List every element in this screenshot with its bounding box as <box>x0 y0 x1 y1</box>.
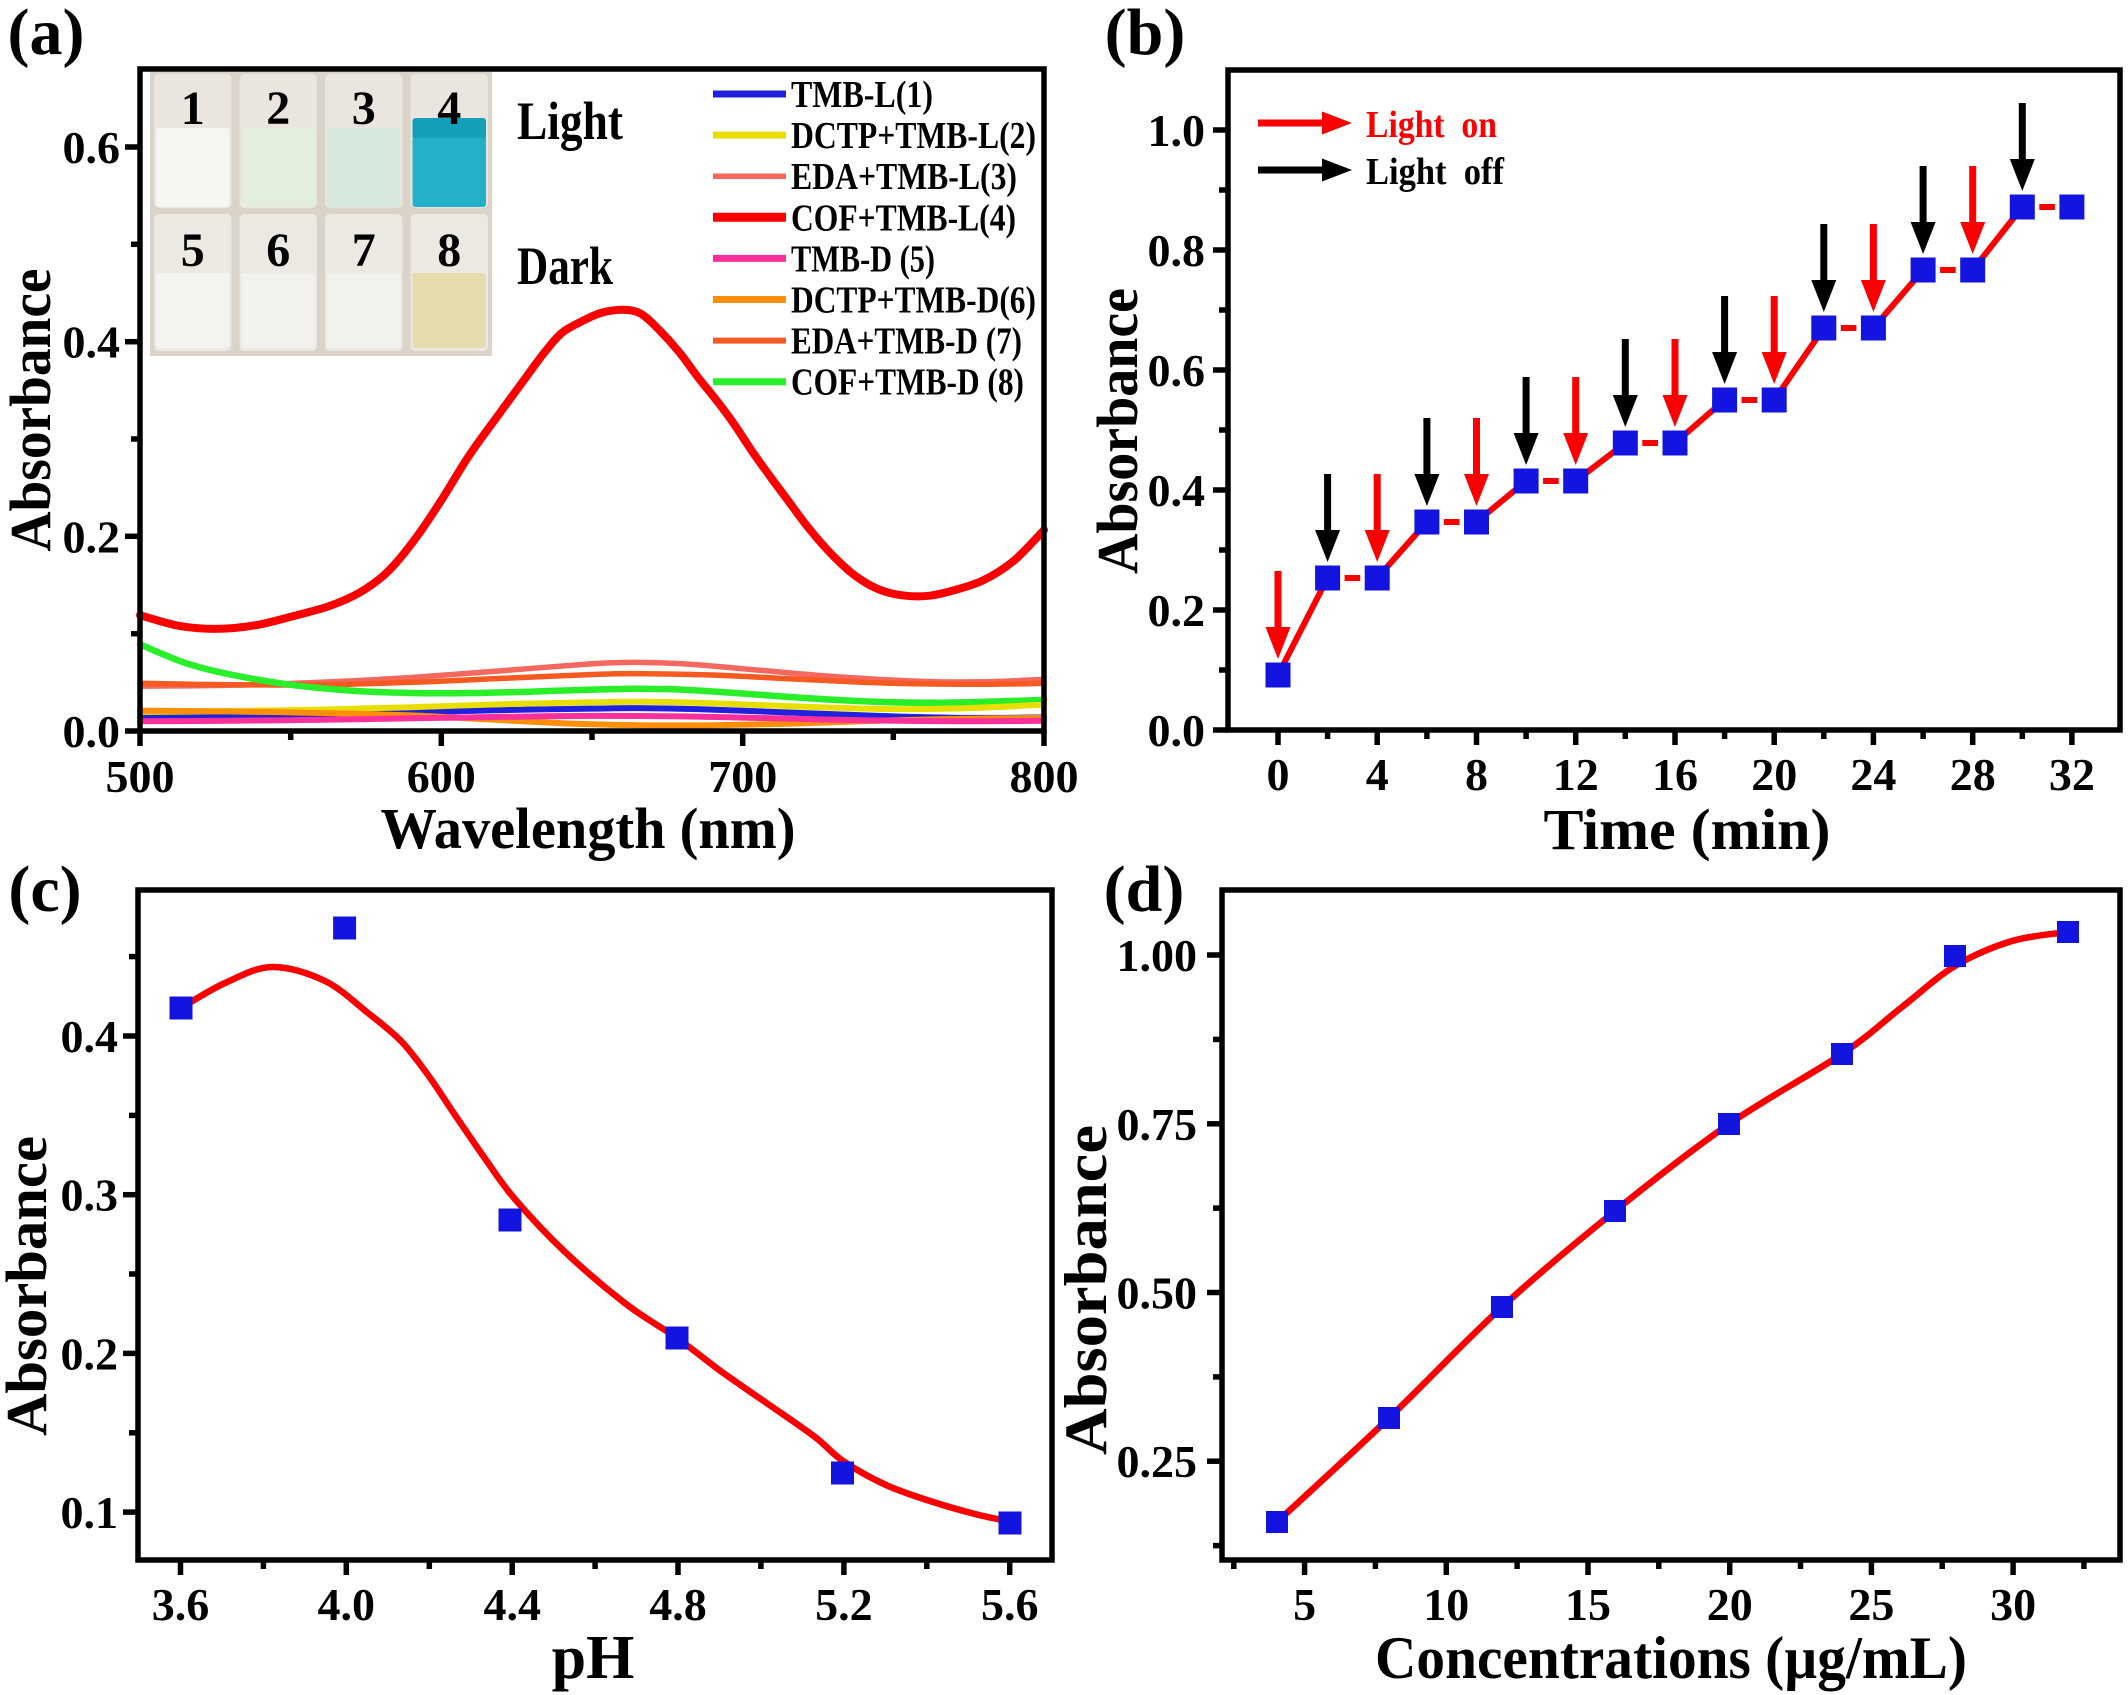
svg-text:Wavelength (nm): Wavelength (nm) <box>381 796 796 861</box>
svg-text:700: 700 <box>708 751 777 802</box>
svg-text:8: 8 <box>1465 749 1488 800</box>
svg-text:500: 500 <box>106 751 175 802</box>
svg-text:5: 5 <box>1293 1579 1316 1630</box>
svg-text:0.6: 0.6 <box>1148 345 1206 396</box>
svg-text:0.25: 0.25 <box>1117 1436 1198 1487</box>
svg-text:0.4: 0.4 <box>1148 465 1206 516</box>
svg-text:Dark: Dark <box>517 236 613 296</box>
svg-text:COF+TMB-L(4): COF+TMB-L(4) <box>791 197 1016 239</box>
svg-text:32: 32 <box>2049 749 2095 800</box>
svg-text:0.3: 0.3 <box>61 1170 119 1221</box>
svg-text:1.0: 1.0 <box>1148 105 1206 156</box>
svg-text:0.2: 0.2 <box>61 1328 119 1379</box>
svg-text:0.2: 0.2 <box>1148 585 1206 636</box>
svg-text:20: 20 <box>1707 1579 1753 1630</box>
svg-text:DCTP+TMB-L(2): DCTP+TMB-L(2) <box>791 115 1036 157</box>
svg-text:0.1: 0.1 <box>61 1487 119 1538</box>
svg-text:0.4: 0.4 <box>61 1011 119 1062</box>
svg-text:Absorbance: Absorbance <box>1085 288 1150 574</box>
svg-text:4: 4 <box>437 82 461 135</box>
svg-text:20: 20 <box>1751 749 1797 800</box>
svg-text:12: 12 <box>1553 749 1599 800</box>
svg-text:0.6: 0.6 <box>63 122 121 173</box>
svg-text:3: 3 <box>352 82 376 135</box>
svg-text:Concentrations (µg/mL): Concentrations (µg/mL) <box>1375 1625 1967 1691</box>
svg-text:600: 600 <box>407 751 476 802</box>
svg-text:3.6: 3.6 <box>152 1579 210 1630</box>
svg-text:5: 5 <box>181 224 205 277</box>
svg-text:EDA+TMB-D (7): EDA+TMB-D (7) <box>791 321 1022 363</box>
svg-text:EDA+TMB-L(3): EDA+TMB-L(3) <box>791 156 1017 198</box>
svg-text:TMB-L(1): TMB-L(1) <box>791 74 933 116</box>
svg-text:0.75: 0.75 <box>1117 1099 1198 1150</box>
svg-text:Light: Light <box>517 91 623 151</box>
svg-text:DCTP+TMB-D(6): DCTP+TMB-D(6) <box>791 280 1036 322</box>
svg-text:(a): (a) <box>8 0 85 69</box>
svg-text:28: 28 <box>1950 749 1996 800</box>
svg-text:30: 30 <box>1990 1579 2036 1630</box>
svg-text:4: 4 <box>1366 749 1389 800</box>
svg-text:(b): (b) <box>1105 0 1186 69</box>
svg-text:24: 24 <box>1850 749 1896 800</box>
svg-text:0.50: 0.50 <box>1117 1268 1198 1319</box>
svg-text:Time (min): Time (min) <box>1544 797 1831 862</box>
svg-text:COF+TMB-D (8): COF+TMB-D (8) <box>791 362 1024 404</box>
svg-text:0: 0 <box>1267 749 1290 800</box>
svg-text:Absorbance: Absorbance <box>0 1136 59 1436</box>
svg-text:15: 15 <box>1565 1579 1611 1630</box>
svg-text:Light on: Light on <box>1366 104 1497 146</box>
svg-text:7: 7 <box>352 224 376 277</box>
svg-text:0.8: 0.8 <box>1148 225 1206 276</box>
svg-text:5.2: 5.2 <box>815 1579 873 1630</box>
svg-text:800: 800 <box>1010 751 1079 802</box>
svg-text:0.0: 0.0 <box>63 706 121 757</box>
svg-text:4.8: 4.8 <box>649 1579 707 1630</box>
svg-text:Absorbance: Absorbance <box>1053 1125 1119 1455</box>
svg-text:4.4: 4.4 <box>483 1579 541 1630</box>
svg-text:10: 10 <box>1423 1579 1469 1630</box>
svg-text:4.0: 4.0 <box>318 1579 376 1630</box>
svg-text:0.0: 0.0 <box>1148 705 1206 756</box>
svg-text:0.2: 0.2 <box>63 511 121 562</box>
svg-text:1: 1 <box>181 82 205 135</box>
svg-text:0.4: 0.4 <box>63 317 121 368</box>
svg-text:25: 25 <box>1848 1579 1894 1630</box>
svg-text:16: 16 <box>1652 749 1698 800</box>
svg-text:Light off: Light off <box>1366 151 1505 193</box>
svg-text:Absorbance: Absorbance <box>0 269 63 552</box>
svg-text:TMB-D (5): TMB-D (5) <box>791 238 935 280</box>
svg-text:8: 8 <box>437 224 461 277</box>
svg-text:6: 6 <box>266 224 290 277</box>
svg-text:(d): (d) <box>1104 853 1185 926</box>
svg-text:1.00: 1.00 <box>1117 930 1198 981</box>
svg-text:(c): (c) <box>8 853 81 926</box>
svg-text:2: 2 <box>266 82 290 135</box>
svg-text:5.6: 5.6 <box>981 1579 1039 1630</box>
svg-text:pH: pH <box>552 1624 635 1692</box>
